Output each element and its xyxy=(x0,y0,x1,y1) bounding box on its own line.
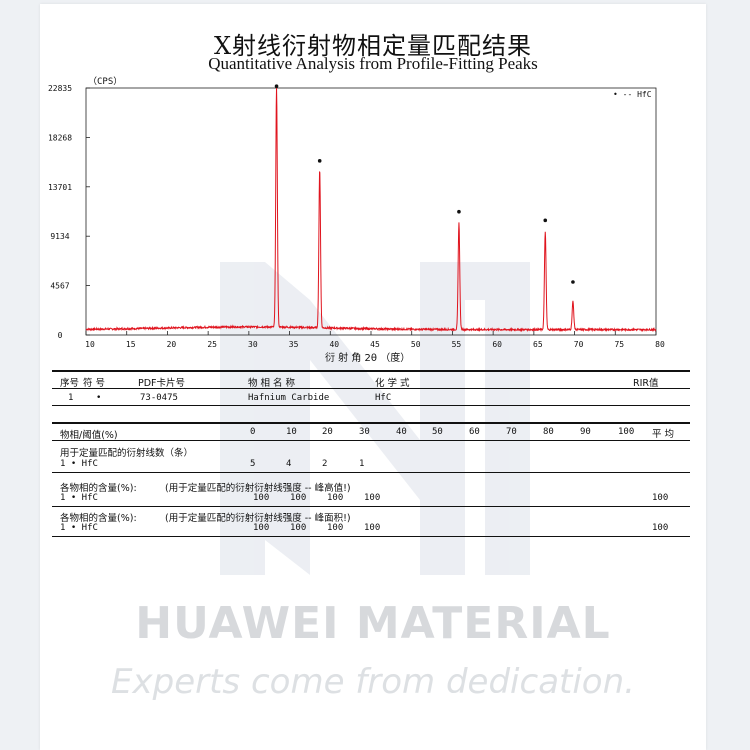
y-tick-label: 22835 xyxy=(48,84,72,93)
lines-value: 1 xyxy=(359,459,365,469)
peak-marker xyxy=(274,84,279,89)
table-top-rule xyxy=(52,370,690,372)
lines-value: 5 xyxy=(250,459,256,469)
plot-frame xyxy=(85,87,657,336)
lines-label: 用于定量匹配的衍射线数（条） xyxy=(60,448,194,459)
watermark-tagline: Experts come from dedication. xyxy=(111,662,635,702)
content-height-label: 各物相的含量(%): xyxy=(60,483,137,494)
peak-marker xyxy=(457,209,461,214)
title-english: Quantitative Analysis from Profile-Fitti… xyxy=(208,54,538,73)
lines-value: 4 xyxy=(286,459,292,469)
row-rule xyxy=(52,405,690,406)
x-tick-label: 50 xyxy=(411,340,421,349)
col-pdf: PDF卡片号 xyxy=(138,378,186,389)
y-tick-label: 9134 xyxy=(50,232,69,241)
x-tick-label: 80 xyxy=(655,340,665,349)
content-height-avg: 100 xyxy=(652,493,669,503)
content-area-value: 100 xyxy=(253,523,270,533)
x-tick-label: 45 xyxy=(370,340,380,349)
y-tick-label: 4567 xyxy=(50,282,69,291)
peak-marker xyxy=(543,218,548,223)
content-area-label: 各物相的含量(%): xyxy=(60,513,137,524)
threshold-value: 50 xyxy=(432,427,443,437)
average-label: 平 均 xyxy=(652,429,675,440)
col-formula: 化 学 式 xyxy=(375,378,410,389)
row-formula: HfC xyxy=(375,393,392,403)
threshold-value: 60 xyxy=(469,427,480,437)
content-height-row-id: 1 • HfC xyxy=(60,493,98,503)
x-tick-label: 75 xyxy=(614,340,624,349)
threshold-top-rule xyxy=(52,422,690,424)
x-tick-label: 20 xyxy=(167,340,177,349)
col-symbol: 符 号 xyxy=(83,378,106,389)
x-tick-label: 15 xyxy=(126,340,136,349)
col-seq: 序号 xyxy=(60,378,80,389)
threshold-value: 30 xyxy=(359,427,370,437)
x-axis-label: 衍 射 角 2θ （度） xyxy=(325,353,411,364)
col-phase: 物 相 名 称 xyxy=(248,378,296,389)
lines-row-id: 1 • HfC xyxy=(60,459,98,469)
lines-value: 2 xyxy=(322,459,328,469)
threshold-value: 100 xyxy=(618,427,635,437)
content-height-note: (用于定量匹配的衍射衍射线强度 -- 峰高值!) xyxy=(165,483,351,494)
legend-entry: • -- HfC xyxy=(613,90,652,99)
threshold-value: 0 xyxy=(250,427,256,437)
content-area-value: 100 xyxy=(327,523,344,533)
watermark-name: HUAWEI MATERIAL xyxy=(135,598,611,649)
lines-rule xyxy=(52,472,690,473)
content-height-value: 100 xyxy=(290,493,307,503)
content-area-value: 100 xyxy=(364,523,381,533)
threshold-label: 物相/阈值(%) xyxy=(60,430,118,441)
threshold-value: 40 xyxy=(396,427,407,437)
row-pdf: 73-0475 xyxy=(140,393,178,403)
y-tick-label: 0 xyxy=(58,331,63,340)
x-tick-label: 55 xyxy=(452,340,462,349)
y-axis-unit: （CPS） xyxy=(88,77,123,87)
row-symbol: • xyxy=(96,393,102,403)
y-tick-label: 13701 xyxy=(48,183,72,192)
content-area-note: (用于定量匹配的衍射衍射线强度 -- 峰面积!) xyxy=(165,513,351,524)
threshold-value: 20 xyxy=(322,427,333,437)
table-bottom-rule xyxy=(52,536,690,537)
peak-marker xyxy=(571,280,575,284)
threshold-value: 80 xyxy=(543,427,554,437)
content-area-value: 100 xyxy=(290,523,307,533)
x-tick-label: 25 xyxy=(207,340,217,349)
diffraction-trace xyxy=(85,87,657,333)
x-tick-label: 70 xyxy=(574,340,584,349)
content-height-value: 100 xyxy=(364,493,381,503)
report-sheet xyxy=(40,4,706,750)
threshold-value: 10 xyxy=(286,427,297,437)
x-tick-label: 10 xyxy=(85,340,95,349)
title-chinese: X射线衍射物相定量匹配结果 xyxy=(213,32,533,60)
content-height-value: 100 xyxy=(253,493,270,503)
x-tick-label: 40 xyxy=(329,340,339,349)
row-phase: Hafnium Carbide xyxy=(248,393,330,403)
row-seq: 1 xyxy=(68,393,74,403)
threshold-value: 90 xyxy=(580,427,591,437)
height-rule xyxy=(52,506,690,507)
col-rir: RIR值 xyxy=(633,378,659,389)
threshold-rule xyxy=(52,440,690,441)
threshold-value: 70 xyxy=(506,427,517,437)
content-height-value: 100 xyxy=(327,493,344,503)
y-tick-label: 18268 xyxy=(48,133,72,142)
header-rule xyxy=(52,388,690,389)
x-tick-label: 35 xyxy=(289,340,299,349)
peak-marker xyxy=(317,159,322,163)
x-tick-label: 60 xyxy=(492,340,502,349)
x-tick-label: 30 xyxy=(248,340,258,349)
content-area-avg: 100 xyxy=(652,523,669,533)
x-tick-label: 65 xyxy=(533,340,543,349)
content-area-row-id: 1 • HfC xyxy=(60,523,98,533)
